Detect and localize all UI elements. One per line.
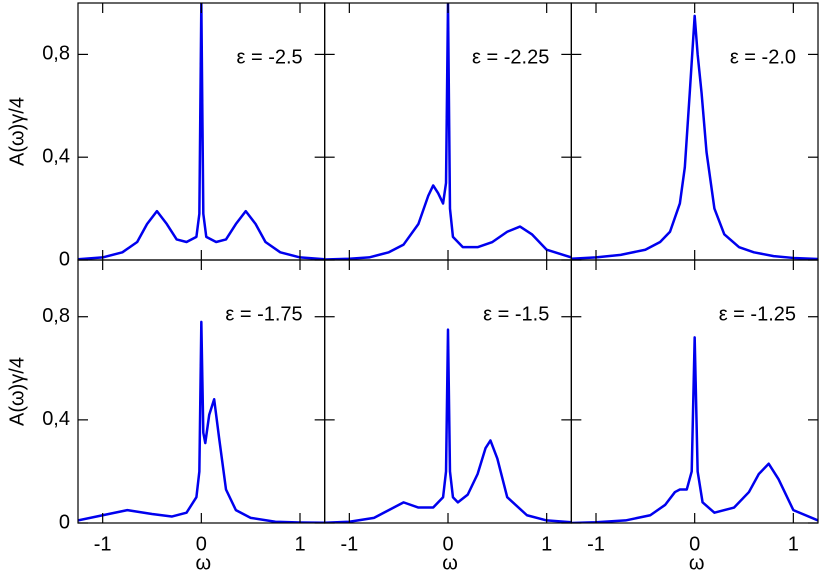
panel (571, 14, 819, 260)
frame (570, 2, 819, 261)
annotation: ε = -1.75 (225, 303, 302, 325)
x-tick-label: 1 (788, 533, 799, 555)
panel (78, 3, 325, 260)
x-tick-label: 1 (294, 533, 305, 555)
panel (324, 328, 572, 523)
y-tick-label: 0,4 (42, 408, 70, 430)
y-axis-label: A(ω)γ/4 (6, 97, 28, 166)
data-line (78, 320, 325, 523)
data-line (324, 328, 572, 523)
y-tick-label: 0,4 (42, 145, 70, 167)
panel (78, 320, 325, 523)
y-tick-label: 0 (59, 248, 70, 270)
x-tick-label: 0 (442, 533, 453, 555)
annotation: ε = -2.5 (236, 46, 302, 68)
x-axis-label: ω (196, 552, 212, 574)
data-line (324, 3, 572, 260)
x-axis-label: ω (442, 552, 458, 574)
annotation: ε = -1.25 (719, 303, 796, 325)
annotation: ε = -2.25 (472, 46, 549, 68)
y-tick-label: 0,8 (42, 305, 70, 327)
data-line (571, 14, 819, 260)
x-axis-label: ω (689, 552, 705, 574)
annotation: ε = -2.0 (730, 46, 796, 68)
data-line (78, 3, 325, 260)
y-tick-label: 0,8 (42, 43, 70, 65)
data-line (571, 336, 819, 523)
x-tick-label: 1 (541, 533, 552, 555)
y-tick-label: 0 (59, 511, 70, 533)
x-tick-label: -1 (94, 533, 112, 555)
y-axis-label: A(ω)γ/4 (6, 357, 28, 426)
panel (571, 336, 819, 523)
x-tick-label: 0 (196, 533, 207, 555)
x-tick-label: 0 (689, 533, 700, 555)
panel (324, 3, 572, 260)
annotation: ε = -1.5 (483, 303, 549, 325)
x-tick-label: -1 (587, 533, 605, 555)
x-tick-label: -1 (340, 533, 358, 555)
